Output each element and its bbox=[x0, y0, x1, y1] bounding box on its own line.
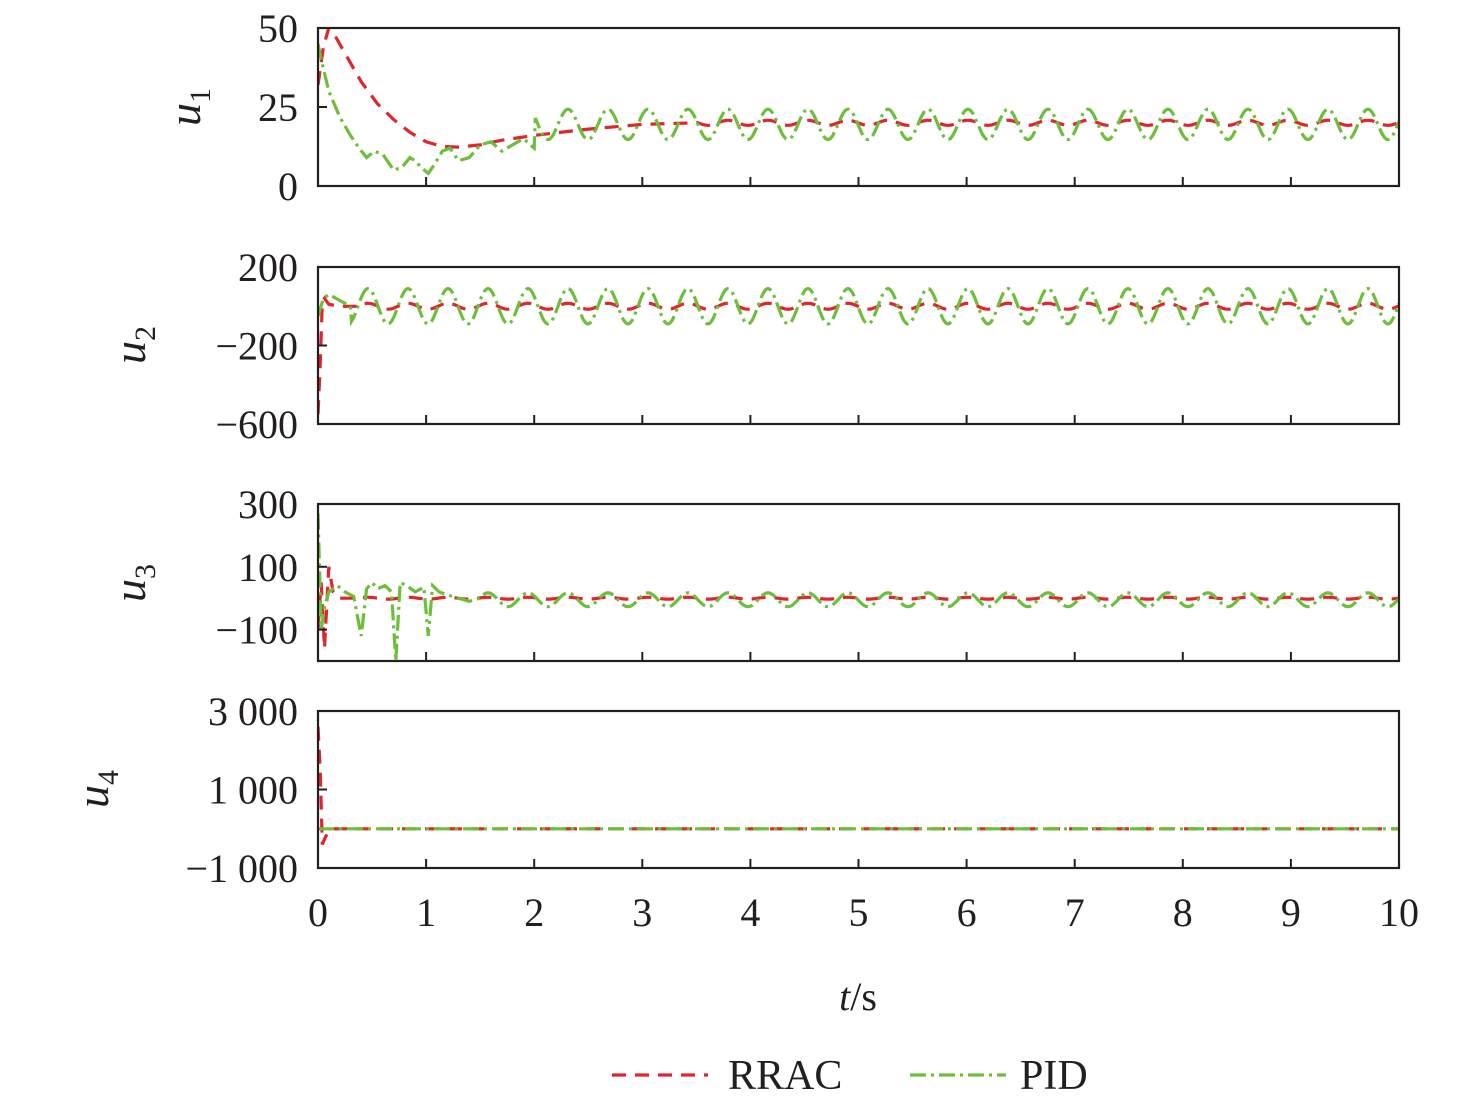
series-pid-u3 bbox=[318, 513, 1399, 661]
legend-item-rrac: RRAC bbox=[612, 1053, 842, 1099]
x-tick-label: 2 bbox=[524, 890, 544, 935]
y-tick-label: −200 bbox=[215, 324, 298, 369]
subplot-u2: 200 −200 −600 u2 bbox=[104, 245, 1401, 447]
y-tick-label: 300 bbox=[238, 482, 298, 527]
y-tick-label: −100 bbox=[215, 608, 298, 653]
series-pid-u2 bbox=[318, 286, 1399, 327]
x-tick-label: 10 bbox=[1379, 890, 1419, 935]
y-tick-label: 3 000 bbox=[208, 689, 298, 734]
y-axis-label: u1 bbox=[159, 88, 217, 126]
y-tick-label: 0 bbox=[278, 164, 298, 209]
subplot-u4: 3 000 1 000 −1 000 u4 bbox=[67, 689, 1401, 891]
legend: RRAC PID bbox=[612, 1053, 1088, 1099]
y-tick-label: −1 000 bbox=[185, 846, 298, 891]
legend-label: RRAC bbox=[728, 1053, 842, 1099]
series-rrac-u2 bbox=[318, 295, 1399, 415]
series-rrac-u3 bbox=[318, 566, 1399, 649]
x-tick-label: 7 bbox=[1065, 890, 1085, 935]
plot-frame bbox=[316, 265, 1401, 426]
plot-frame bbox=[316, 502, 1401, 663]
y-tick-label: 100 bbox=[238, 545, 298, 590]
x-tick-label: 0 bbox=[308, 890, 328, 935]
y-tick-label: 25 bbox=[258, 85, 298, 130]
series-rrac-u4 bbox=[318, 726, 1399, 846]
x-tick-label: 6 bbox=[957, 890, 977, 935]
y-tick-label: 1 000 bbox=[208, 768, 298, 813]
x-axis-label: t/s bbox=[839, 974, 877, 1019]
y-tick-label: −600 bbox=[215, 402, 298, 447]
legend-item-pid: PID bbox=[910, 1053, 1088, 1099]
series-pid-u1 bbox=[318, 43, 1399, 176]
plot-frame bbox=[316, 26, 1401, 188]
x-tick-label: 4 bbox=[740, 890, 760, 935]
x-tick-label: 5 bbox=[849, 890, 869, 935]
subplot-u1: 0 25 50 u1 bbox=[159, 6, 1401, 209]
subplots: 0 25 50 u1 200 −200 −600 u2 300 100 −100 u3 3 000 1 0… bbox=[67, 6, 1401, 891]
x-tick-label: 3 bbox=[632, 890, 652, 935]
x-tick-label: 8 bbox=[1173, 890, 1193, 935]
y-axis-label: u2 bbox=[104, 326, 162, 364]
y-tick-label: 50 bbox=[258, 6, 298, 51]
legend-label: PID bbox=[1020, 1053, 1088, 1099]
subplot-u3: 300 100 −100 u3 bbox=[104, 482, 1401, 663]
x-tick-label: 1 bbox=[416, 890, 436, 935]
plot-frame bbox=[316, 709, 1401, 870]
y-axis-label: u4 bbox=[67, 770, 125, 808]
x-tick-label: 9 bbox=[1281, 890, 1301, 935]
y-axis-label: u3 bbox=[104, 564, 162, 602]
x-tick-labels: 0 1 2 3 4 5 6 7 8 9 10 bbox=[308, 890, 1419, 935]
y-tick-label: 200 bbox=[238, 245, 298, 290]
